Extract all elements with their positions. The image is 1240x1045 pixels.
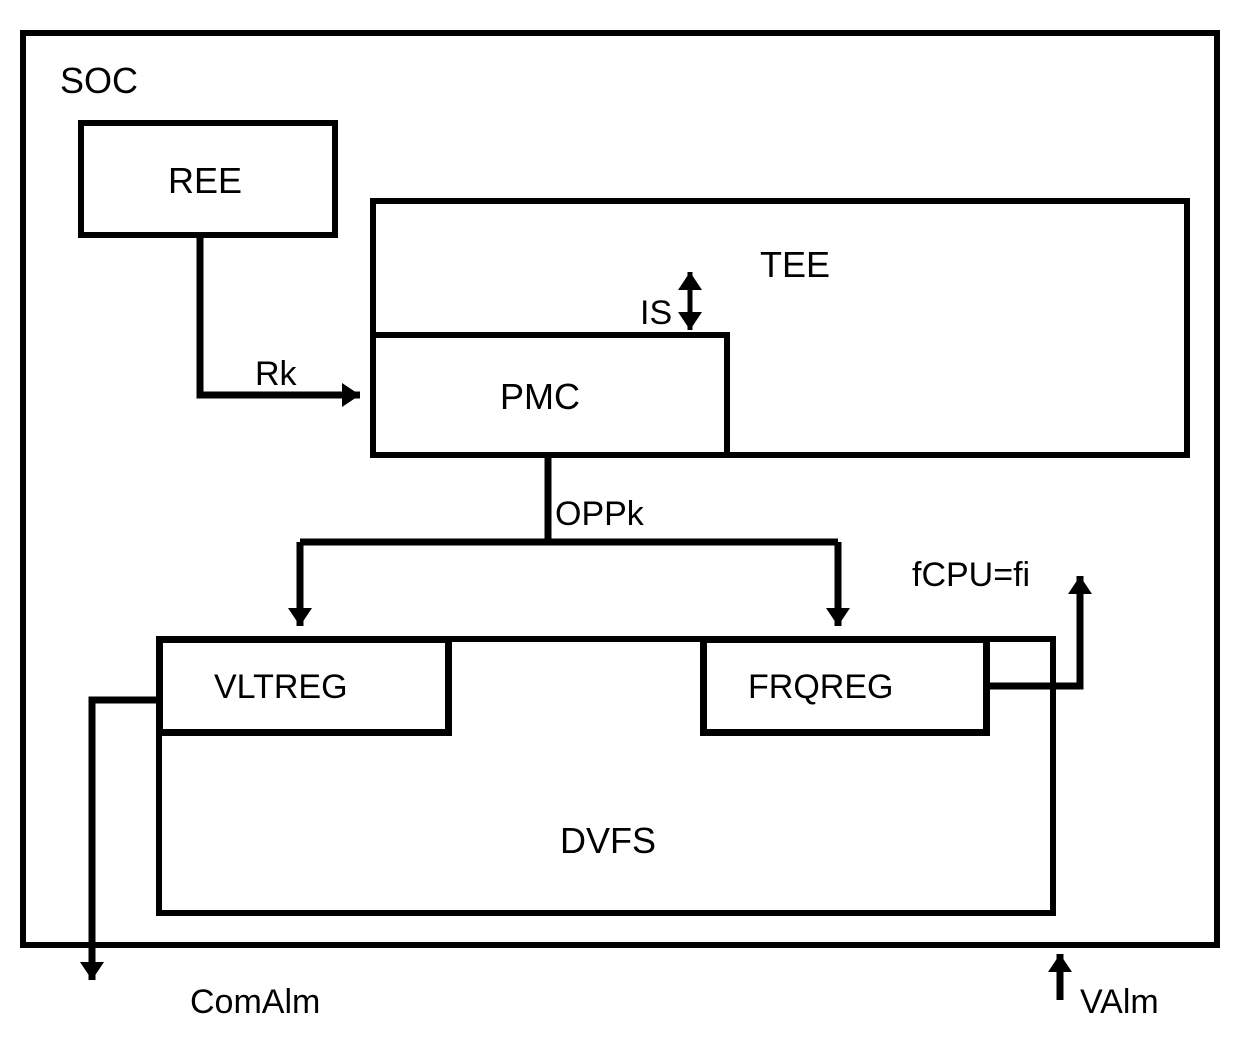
edge-label-oppk: OPPk: [555, 495, 644, 534]
edge-label-fcpu: fCPU=fi: [912, 556, 1030, 595]
vltreg-label: VLTREG: [214, 668, 348, 707]
dvfs-label: DVFS: [560, 820, 656, 862]
tee-label: TEE: [760, 244, 830, 286]
edge-label-is: IS: [640, 294, 672, 333]
edge-label-comalm: ComAlm: [190, 983, 320, 1022]
pmc-label: PMC: [500, 376, 580, 418]
edge-label-rk: Rk: [255, 355, 297, 394]
ree-label: REE: [168, 160, 242, 202]
frqreg-label: FRQREG: [748, 668, 893, 707]
edge-label-valm: VAlm: [1080, 983, 1159, 1022]
soc-label: SOC: [60, 60, 138, 102]
diagram-canvas: SOC TEE REE PMC DVFS VLTREG FRQREG Rk IS…: [0, 0, 1240, 1045]
